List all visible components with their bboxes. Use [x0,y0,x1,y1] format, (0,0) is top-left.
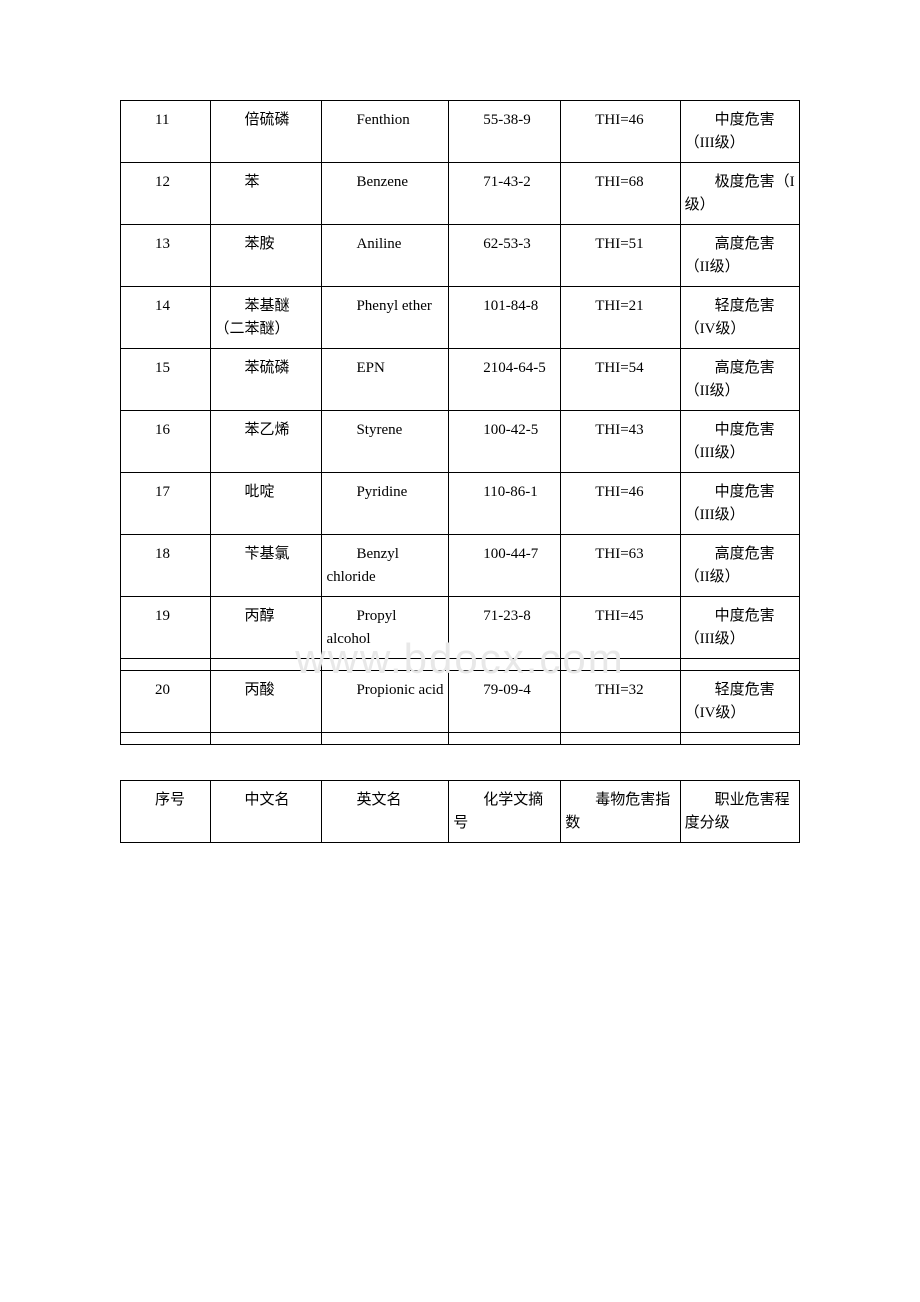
cell-cas: 71-43-2 [453,171,556,194]
cell-seq: 16 [125,419,206,442]
table-row: 17 吡啶 Pyridine 110-86-1 THI=46 中度危害（III级… [121,473,800,535]
cell-en: Aniline [326,233,444,256]
table-row: 12 苯 Benzene 71-43-2 THI=68 极度危害（I 级） [121,163,800,225]
cell-cas: 55-38-9 [453,109,556,132]
cell-seq: 19 [125,605,206,628]
cell-grade: 中度危害（III级） [685,605,795,650]
cell-cas: 71-23-8 [453,605,556,628]
cell-cn: 苯胺 [215,233,318,256]
header-en: 英文名 [326,789,444,812]
header-cn: 中文名 [215,789,318,812]
chemical-hazard-table-2: 序号 中文名 英文名 化学文摘号 毒物危害指数 职业危害程度分级 [120,780,800,843]
cell-en: Propionic acid [326,679,444,702]
table-row: 13 苯胺 Aniline 62-53-3 THI=51 高度危害（II级） [121,225,800,287]
cell-en: Pyridine [326,481,444,504]
cell-cas: 100-42-5 [453,419,556,442]
cell-seq: 14 [125,295,206,318]
cell-thi: THI=46 [565,481,675,504]
cell-thi: THI=51 [565,233,675,256]
empty-row [121,733,800,745]
cell-grade: 轻度危害（IV级） [685,295,795,340]
cell-cas: 101-84-8 [453,295,556,318]
cell-cas: 110-86-1 [453,481,556,504]
cell-grade: 中度危害（III级） [685,419,795,464]
cell-thi: THI=43 [565,419,675,442]
header-seq: 序号 [125,789,206,812]
cell-seq: 18 [125,543,206,566]
cell-thi: THI=46 [565,109,675,132]
cell-en: Benzene [326,171,444,194]
cell-cn: 苯乙烯 [215,419,318,442]
cell-cn: 丙醇 [215,605,318,628]
header-grade: 职业危害程度分级 [685,789,795,834]
cell-en: Benzyl chloride [326,543,444,588]
cell-cas: 2104-64-5 [453,357,556,380]
cell-thi: THI=63 [565,543,675,566]
cell-en: EPN [326,357,444,380]
cell-cas: 62-53-3 [453,233,556,256]
cell-cas: 79-09-4 [453,679,556,702]
cell-seq: 11 [125,109,206,132]
cell-grade: 高度危害（II级） [685,357,795,402]
cell-grade: 中度危害（III级） [685,481,795,526]
cell-thi: THI=54 [565,357,675,380]
table-row: 19 丙醇 Propyl alcohol 71-23-8 THI=45 中度危害… [121,597,800,659]
cell-seq: 13 [125,233,206,256]
table-row: 15 苯硫磷 EPN 2104-64-5 THI=54 高度危害（II级） [121,349,800,411]
cell-grade: 轻度危害（IV级） [685,679,795,724]
cell-seq: 20 [125,679,206,702]
cell-grade: 极度危害（I 级） [685,171,795,216]
cell-grade: 中度危害（III级） [685,109,795,154]
cell-cn: 苯硫磷 [215,357,318,380]
cell-en: Styrene [326,419,444,442]
header-thi: 毒物危害指数 [565,789,675,834]
cell-grade: 高度危害（II级） [685,233,795,278]
cell-en: Propyl alcohol [326,605,444,650]
cell-seq: 15 [125,357,206,380]
cell-seq: 12 [125,171,206,194]
cell-cn: 苄基氯 [215,543,318,566]
cell-thi: THI=68 [565,171,675,194]
table-row: 16 苯乙烯 Styrene 100-42-5 THI=43 中度危害（III级… [121,411,800,473]
cell-grade: 高度危害（II级） [685,543,795,588]
header-cas: 化学文摘号 [453,789,556,834]
cell-cn: 倍硫磷 [215,109,318,132]
empty-row [121,659,800,671]
table-header-row: 序号 中文名 英文名 化学文摘号 毒物危害指数 职业危害程度分级 [121,781,800,843]
cell-cas: 100-44-7 [453,543,556,566]
table-row: 11 倍硫磷 Fenthion 55-38-9 THI=46 中度危害（III级… [121,101,800,163]
table-row: 20 丙酸 Propionic acid 79-09-4 THI=32 轻度危害… [121,671,800,733]
cell-en: Fenthion [326,109,444,132]
chemical-hazard-table-1: 11 倍硫磷 Fenthion 55-38-9 THI=46 中度危害（III级… [120,100,800,745]
cell-thi: THI=32 [565,679,675,702]
cell-en: Phenyl ether [326,295,444,318]
table-row: 14 苯基醚（二苯醚） Phenyl ether 101-84-8 THI=21… [121,287,800,349]
cell-thi: THI=45 [565,605,675,628]
table-row: 18 苄基氯 Benzyl chloride 100-44-7 THI=63 高… [121,535,800,597]
cell-cn: 吡啶 [215,481,318,504]
cell-seq: 17 [125,481,206,504]
cell-cn: 丙酸 [215,679,318,702]
cell-cn: 苯 [215,171,318,194]
cell-cn: 苯基醚（二苯醚） [215,295,318,340]
cell-thi: THI=21 [565,295,675,318]
